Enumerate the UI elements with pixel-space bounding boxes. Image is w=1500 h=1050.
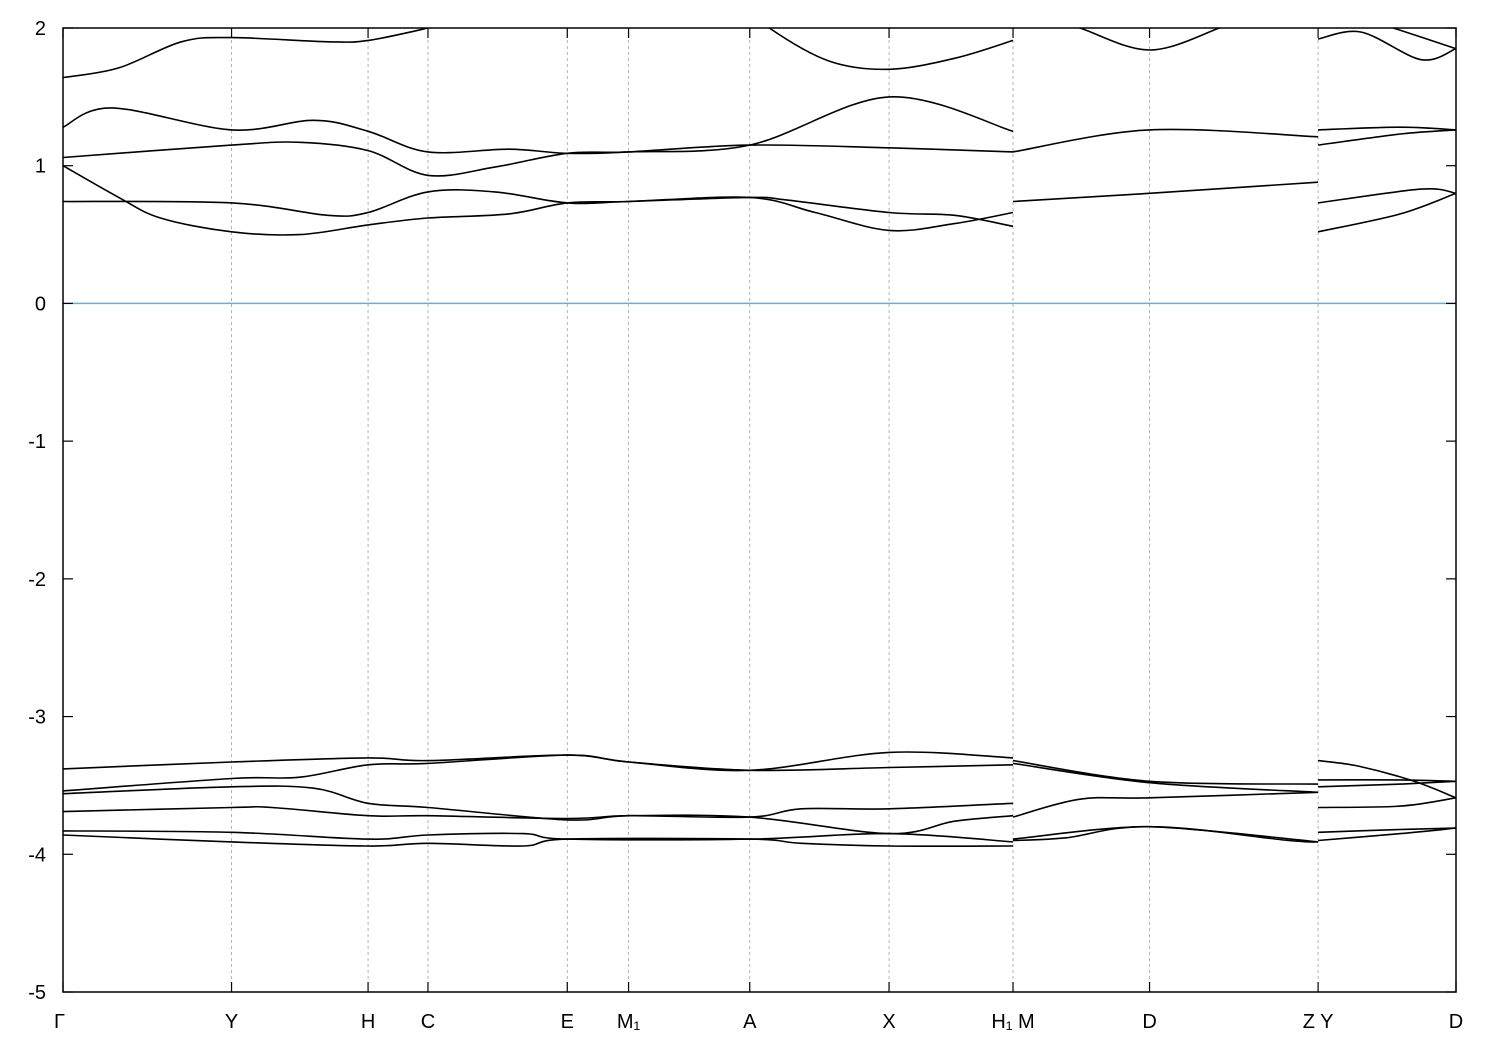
y-tick-label: -2 bbox=[28, 569, 46, 591]
band-line bbox=[1012, 181, 1319, 203]
y-tick-label: -4 bbox=[28, 844, 46, 866]
y-tick-label: -3 bbox=[28, 707, 46, 729]
band-line bbox=[63, 834, 1014, 848]
band-line bbox=[1318, 126, 1456, 131]
x-tick-label: Γ bbox=[54, 1011, 65, 1033]
x-tick-label: D bbox=[1142, 1011, 1156, 1033]
band-line bbox=[1012, 128, 1319, 153]
x-tick-label: E bbox=[561, 1011, 574, 1033]
y-tick-label: -5 bbox=[28, 982, 46, 1004]
x-tick-label: M₁ bbox=[617, 1011, 641, 1033]
y-tick-label: 2 bbox=[35, 18, 46, 40]
band-line bbox=[63, 165, 1014, 236]
band-line bbox=[63, 754, 1014, 792]
band-line bbox=[63, 805, 1014, 835]
x-tick-label: Z Y bbox=[1303, 1011, 1334, 1033]
x-tick-label: A bbox=[743, 1011, 757, 1033]
x-tick-label: X bbox=[882, 1011, 895, 1033]
band-line bbox=[1317, 192, 1456, 233]
band-line bbox=[1317, 30, 1456, 61]
plot-frame bbox=[62, 27, 1457, 993]
band-line bbox=[63, 28, 432, 79]
band-line bbox=[63, 96, 1014, 155]
band-line bbox=[1317, 129, 1456, 146]
band-line bbox=[1077, 28, 1222, 51]
y-tick-label: -1 bbox=[28, 431, 46, 453]
y-tick-label: 0 bbox=[35, 293, 46, 315]
y-tick-label: 1 bbox=[35, 156, 46, 178]
band-line bbox=[1318, 827, 1456, 842]
band-line bbox=[63, 189, 1014, 228]
band-line bbox=[1318, 780, 1456, 788]
x-tick-label: H₁ M bbox=[991, 1011, 1034, 1033]
band-line bbox=[1317, 187, 1456, 204]
band-line bbox=[1012, 759, 1319, 785]
band-line bbox=[63, 830, 1014, 843]
x-tick-label: C bbox=[421, 1011, 435, 1033]
axes: Γ Y H C E M₁ A X H₁ M D Z Y D -5 -4 -3 -2 -1 0 1 2 bbox=[28, 18, 1463, 1033]
x-tick-label: Y bbox=[225, 1011, 238, 1033]
band-line bbox=[1318, 827, 1456, 834]
grid-lines bbox=[231, 28, 1319, 992]
bands bbox=[63, 28, 1456, 848]
band-line bbox=[63, 141, 1014, 177]
x-tick-label: H bbox=[361, 1011, 375, 1033]
x-tick-label: D bbox=[1449, 1011, 1463, 1033]
band-line bbox=[1317, 759, 1456, 799]
band-line bbox=[1318, 797, 1456, 809]
band-line bbox=[767, 28, 1014, 71]
band-line bbox=[1012, 791, 1319, 818]
band-line bbox=[1012, 762, 1319, 794]
band-line bbox=[1318, 779, 1456, 783]
band-line bbox=[63, 785, 1014, 821]
band-line bbox=[1012, 825, 1319, 843]
band-line bbox=[1393, 28, 1456, 50]
band-line bbox=[1012, 825, 1319, 843]
